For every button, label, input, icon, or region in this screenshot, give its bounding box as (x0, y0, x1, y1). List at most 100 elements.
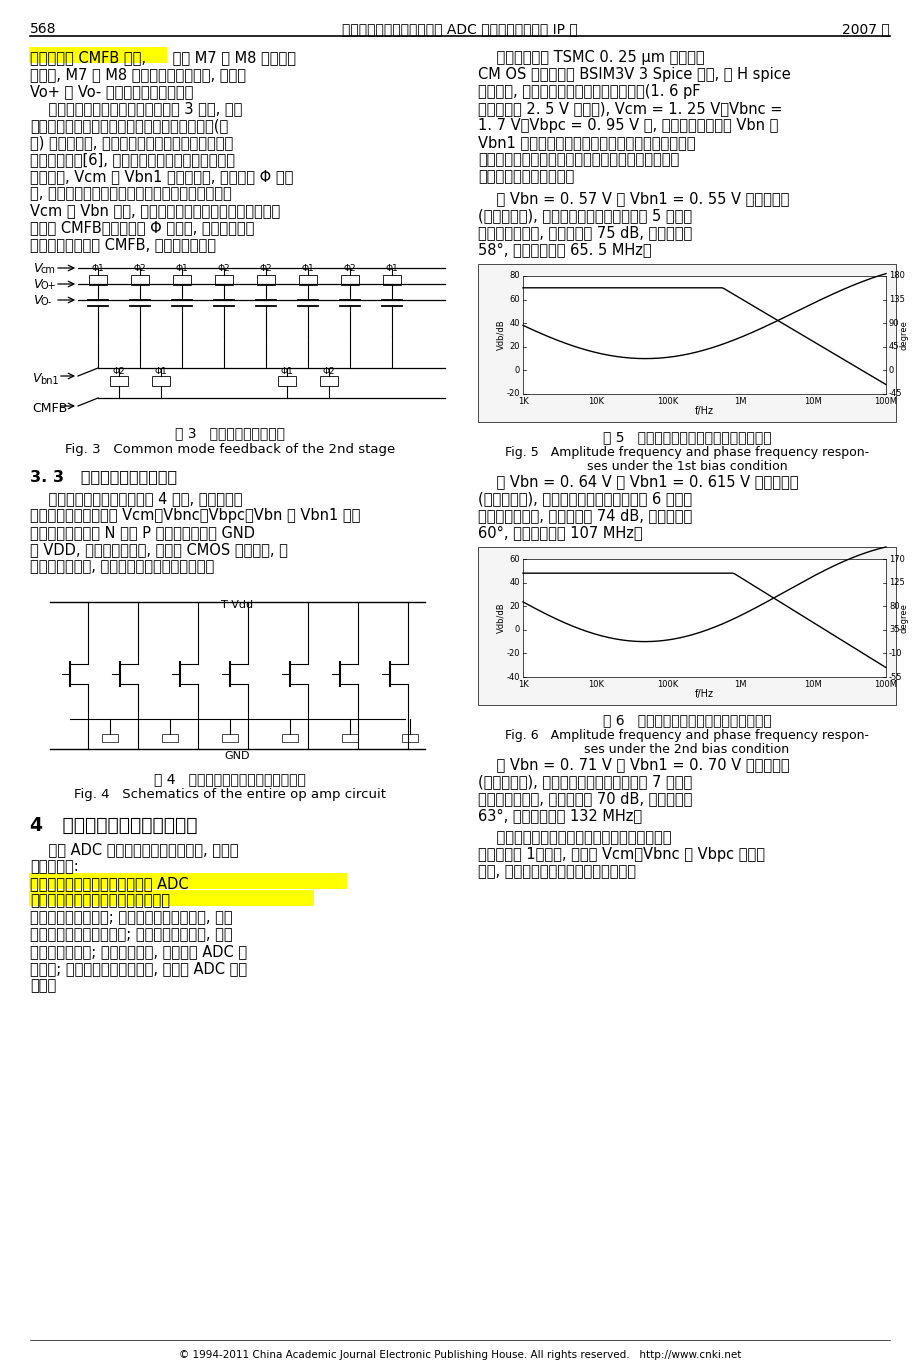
Text: Φ1: Φ1 (280, 367, 293, 376)
Text: 20: 20 (509, 602, 519, 611)
Text: f/Hz: f/Hz (694, 406, 713, 416)
Text: 进行仿真, 在相同的工作负载和电源电压下(1. 6 pF: 进行仿真, 在相同的工作负载和电源电压下(1. 6 pF (478, 85, 699, 100)
Text: 结果列于表 1。另外, 电路在 Vcm、Vbnc 和 Vbpc 偏置改: 结果列于表 1。另外, 电路在 Vcm、Vbnc 和 Vbpc 偏置改 (478, 847, 765, 862)
Text: 170: 170 (888, 555, 904, 563)
Bar (382, 276, 401, 285)
Text: 产生共模反馈电平 CMFB, 右半支路复位。: 产生共模反馈电平 CMFB, 右半支路复位。 (30, 237, 216, 252)
Text: 0: 0 (515, 366, 519, 375)
Text: 容) 和开关组成, 运算放大器的输出电压不受共模检: 容) 和开关组成, 运算放大器的输出电压不受共模检 (30, 135, 233, 150)
Text: ses under the 1st bias condition: ses under the 1st bias condition (586, 460, 787, 473)
Text: 时, 左边两个电容组成的左半支路的电容两端分别接: 时, 左边两个电容组成的左半支路的电容两端分别接 (30, 186, 232, 201)
Text: 40: 40 (509, 578, 519, 587)
Bar (221, 734, 238, 742)
Bar (522, 276, 885, 394)
Text: 裕度、单位增益带宽、转换速率、等效输入噪声等主: 裕度、单位增益带宽、转换速率、等效输入噪声等主 (478, 151, 678, 166)
Bar (162, 734, 177, 742)
Text: Φ1: Φ1 (154, 367, 167, 376)
Text: V: V (33, 278, 41, 291)
Text: 采用开关电容结构。由于反馈电路采用无源元件(电: 采用开关电容结构。由于反馈电路采用无源元件(电 (30, 119, 228, 134)
Text: Φ2: Φ2 (344, 265, 356, 273)
Text: 运放第二级共模反馈电路结构如图 3 所示, 电路: 运放第二级共模反馈电路结构如图 3 所示, 电路 (30, 101, 242, 116)
Bar (522, 559, 885, 677)
Text: O-: O- (41, 297, 52, 307)
Text: 3. 3   运算放大器电路的实现: 3. 3 运算放大器电路的实现 (30, 469, 177, 484)
Text: © 1994-2011 China Academic Journal Electronic Publishing House. All rights reser: © 1994-2011 China Academic Journal Elect… (178, 1350, 741, 1360)
Text: 90: 90 (888, 319, 899, 327)
Text: Fig. 5   Amplitude frequency and phase frequency respon-: Fig. 5 Amplitude frequency and phase fre… (505, 446, 868, 460)
Text: Φ1: Φ1 (176, 265, 188, 273)
Text: 在 Vbn = 0. 64 V 和 Vbn1 = 0. 615 V 偏置条件下: 在 Vbn = 0. 64 V 和 Vbn1 = 0. 615 V 偏置条件下 (478, 475, 798, 490)
Text: 10M: 10M (803, 681, 822, 689)
Bar (320, 376, 337, 386)
Bar (89, 276, 107, 285)
Text: cm: cm (41, 265, 56, 276)
Text: Fig. 6   Amplitude frequency and phase frequency respon-: Fig. 6 Amplitude frequency and phase fre… (505, 728, 868, 742)
Bar (478, 265, 895, 421)
Bar (173, 276, 191, 285)
Text: (第二组偏置), 电路的幅频和相频响应如图 6 所示。: (第二组偏置), 电路的幅频和相频响应如图 6 所示。 (478, 491, 691, 506)
Text: 迫使 M7 和 M8 的栅极电: 迫使 M7 和 M8 的栅极电 (168, 50, 296, 65)
Text: 耗。其中, Vcm 和 Vbn1 为偏置电压, 当时钟为 Φ 有效: 耗。其中, Vcm 和 Vbn1 为偏置电压, 当时钟为 Φ 有效 (30, 169, 293, 184)
Text: 陈珍海等：一种基于嵌入式 ADC 应用的运算放大器 IP 核: 陈珍海等：一种基于嵌入式 ADC 应用的运算放大器 IP 核 (342, 22, 577, 35)
Text: Φ1: Φ1 (385, 265, 398, 273)
Text: -10: -10 (888, 649, 902, 657)
Text: 压降低, M7 和 M8 支路的电流随之增大, 最终使: 压降低, M7 和 M8 支路的电流随之增大, 最终使 (30, 67, 245, 82)
Text: 1K: 1K (517, 397, 528, 406)
Text: 图 5   第一组偏置条件下的幅频和相频响应: 图 5 第一组偏置条件下的幅频和相频响应 (602, 430, 770, 445)
Text: 图 4   整个运算放大器模块的电路实现: 图 4 整个运算放大器模块的电路实现 (153, 772, 306, 786)
Text: V: V (33, 262, 41, 276)
Text: 的功耗; 尽量小的等效输入噪声, 以提高 ADC 的分: 的功耗; 尽量小的等效输入噪声, 以提高 ADC 的分 (30, 962, 247, 977)
Bar (299, 276, 317, 285)
Text: T Vdd: T Vdd (221, 600, 253, 610)
Text: 135: 135 (888, 295, 904, 304)
Text: ses under the 2nd bias condition: ses under the 2nd bias condition (584, 743, 789, 756)
Text: Φ2: Φ2 (133, 265, 146, 273)
Text: 可以使运放保持稳定; 足够宽的单位增益带宽, 从而: 可以使运放保持稳定; 足够宽的单位增益带宽, 从而 (30, 910, 233, 925)
Text: 作为 ADC 的采样和保持运算放大器, 应该具: 作为 ADC 的采样和保持运算放大器, 应该具 (30, 842, 238, 857)
Text: 40: 40 (509, 319, 519, 327)
Text: Φ2: Φ2 (112, 367, 125, 376)
Text: 要电路参数进行了模拟。: 要电路参数进行了模拟。 (478, 169, 573, 184)
Text: 运算放大器电路在几组不同偏置条件下的仿真: 运算放大器电路在几组不同偏置条件下的仿真 (478, 831, 671, 846)
Text: 全对称。其中偏置电压 Vcm、Vbnc、Vbpc、Vbn 和 Vbn1 由外: 全对称。其中偏置电压 Vcm、Vbnc、Vbpc、Vbn 和 Vbn1 由外 (30, 507, 360, 522)
Text: 60: 60 (509, 555, 519, 563)
Text: -40: -40 (506, 672, 519, 682)
Bar (152, 376, 170, 386)
Bar (402, 734, 417, 742)
Text: degree: degree (899, 321, 908, 351)
Text: 而降低导通电阻, 减少共模反馈信号传输时间。: 而降低导通电阻, 减少共模反馈信号传输时间。 (30, 559, 214, 574)
Text: 辨率。: 辨率。 (30, 978, 56, 993)
Text: Vdb/dB: Vdb/dB (496, 603, 505, 633)
Text: -20: -20 (506, 390, 519, 398)
Bar (256, 276, 275, 285)
Bar (110, 376, 128, 386)
Text: 0: 0 (515, 625, 519, 634)
Text: 电容负载和 2. 5 V 单电源), Vcm = 1. 25 V、Vbnc =: 电容负载和 2. 5 V 单电源), Vcm = 1. 25 V、Vbnc = (478, 101, 781, 116)
Text: 125: 125 (888, 578, 903, 587)
Text: 有以下特性:: 有以下特性: (30, 859, 79, 874)
Text: 在 Vbn = 0. 71 V 和 Vbn1 = 0. 70 V 偏置条件下: 在 Vbn = 0. 71 V 和 Vbn1 = 0. 70 V 偏置条件下 (478, 757, 789, 772)
Text: 100K: 100K (657, 397, 678, 406)
Text: Φ1: Φ1 (301, 265, 314, 273)
Text: 10M: 10M (803, 397, 822, 406)
Text: 100M: 100M (874, 397, 897, 406)
Text: 从图中可以看出, 低频增益为 74 dB, 相位裕度约: 从图中可以看出, 低频增益为 74 dB, 相位裕度约 (478, 507, 691, 522)
Text: -45: -45 (888, 390, 902, 398)
Text: Φ2: Φ2 (259, 265, 272, 273)
Text: 80: 80 (888, 602, 899, 611)
Text: 从图中可以看出, 低频增益为 75 dB, 相位裕度约: 从图中可以看出, 低频增益为 75 dB, 相位裕度约 (478, 225, 691, 240)
Text: Vdb/dB: Vdb/dB (496, 319, 505, 351)
Bar (29, 889, 313, 906)
Text: V: V (33, 295, 41, 307)
Text: V: V (32, 372, 40, 385)
Text: 100K: 100K (657, 681, 678, 689)
Text: 80: 80 (509, 271, 519, 281)
Text: 动大的电容负载; 尽量低的功耗, 从而降低 ADC 总: 动大的电容负载; 尽量低的功耗, 从而降低 ADC 总 (30, 944, 247, 959)
Text: 模输出电平 CMFB 降低,: 模输出电平 CMFB 降低, (30, 50, 146, 65)
Text: 测电路的限制[6], 并且反馈电路不消耗静态直流功: 测电路的限制[6], 并且反馈电路不消耗静态直流功 (30, 151, 234, 166)
Text: Vo+ 和 Vo- 的输出共模电平降低。: Vo+ 和 Vo- 的输出共模电平降低。 (30, 85, 193, 100)
Text: degree: degree (899, 603, 908, 633)
Text: f/Hz: f/Hz (694, 689, 713, 698)
Text: 60: 60 (509, 295, 519, 304)
Bar (130, 276, 149, 285)
